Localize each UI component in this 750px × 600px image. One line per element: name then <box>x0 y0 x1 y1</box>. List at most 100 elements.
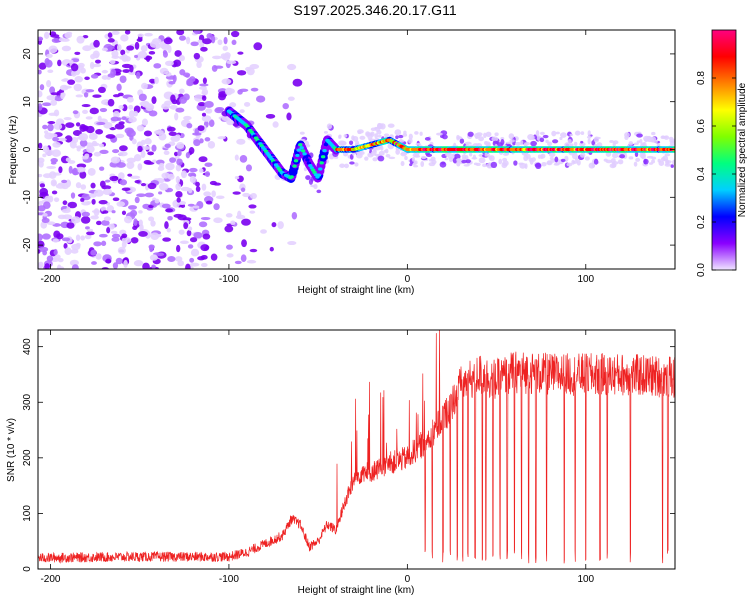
spectrogram-cell <box>124 56 131 62</box>
spectrogram-cell <box>123 259 128 268</box>
spectrogram-cell <box>180 186 191 192</box>
x-tick-label: -200 <box>40 574 60 585</box>
spectrogram-cell <box>181 171 186 178</box>
spectrogram-cell <box>141 82 148 90</box>
spectrogram-cell <box>154 198 160 204</box>
spectrogram-cell <box>101 219 110 226</box>
y-tick-label: 10 <box>22 96 33 108</box>
spectrogram-cell <box>86 228 94 232</box>
spectrogram-cell <box>144 192 154 198</box>
spectrogram-cell <box>579 152 586 158</box>
spectrogram-cell <box>408 138 413 144</box>
spectrogram-cell <box>553 163 560 166</box>
spectrogram-cell <box>485 131 492 138</box>
spectrogram-cell <box>200 46 208 52</box>
spectrogram-cell <box>95 129 104 135</box>
spectrogram-cell <box>400 161 405 167</box>
spectrogram-cell <box>115 257 123 265</box>
spectrogram-cell <box>569 143 574 147</box>
spectrogram-cell <box>137 145 143 153</box>
spectrogram-cell <box>42 102 52 107</box>
spectrogram-cell <box>174 112 179 121</box>
spectrogram-cell <box>109 59 116 65</box>
spectrogram-cell <box>81 211 91 217</box>
spectrogram-cell <box>137 163 143 171</box>
spectrogram-cell <box>636 133 643 138</box>
spectrogram-cell <box>38 36 44 42</box>
spectrogram-cell <box>239 154 248 163</box>
spectrogram-cell <box>150 220 156 227</box>
spectrogram-cell <box>188 226 193 231</box>
spectrogram-cell <box>42 145 50 153</box>
spectrogram-cell <box>349 161 355 165</box>
spectrogram-cell <box>70 216 81 224</box>
spectrogram-cell <box>178 55 185 62</box>
spectrogram-cell <box>173 151 179 157</box>
spectrogram-cell <box>665 158 669 166</box>
spectrogram-cell <box>225 213 233 218</box>
spectrogram-cell <box>163 150 170 156</box>
spectrogram-cell <box>61 185 69 190</box>
spectrogram-cell <box>105 134 116 139</box>
spectrogram-cell <box>64 247 72 255</box>
spectrogram-cell <box>505 141 513 145</box>
spectrogram-cell <box>185 151 191 159</box>
spectrogram-cell <box>99 180 106 188</box>
spectrogram-cell <box>648 162 654 165</box>
spectrogram-cell <box>165 208 174 213</box>
y-tick-label: 100 <box>22 505 33 522</box>
spectrogram-cell <box>141 100 150 108</box>
spectrogram-cell <box>286 63 297 71</box>
spectrogram-cell <box>204 137 211 142</box>
spectrogram-cell <box>142 203 151 210</box>
spectrogram-cell <box>664 153 671 157</box>
spectrogram-cell <box>164 221 169 230</box>
spectrogram-cell <box>178 35 186 41</box>
y-tick-label: 0 <box>22 146 33 152</box>
spectrogram-cell <box>148 244 155 250</box>
spectrogram-cell <box>194 94 204 102</box>
spectrogram-cell <box>109 223 115 230</box>
spectrogram-cell <box>138 93 147 102</box>
spectrogram-cell <box>178 229 185 235</box>
spectrogram-cell <box>128 104 134 110</box>
spectrogram-cell <box>202 233 211 240</box>
spectrogram-cell <box>234 154 239 161</box>
spectrogram-cell <box>82 45 92 52</box>
spectrogram-cell <box>61 179 68 184</box>
spectrogram-cell <box>101 240 107 247</box>
spectrogram-cell <box>360 151 365 155</box>
spectrogram-cell <box>641 151 646 156</box>
spectrogram-cell <box>138 210 143 214</box>
spectrogram-cell <box>188 187 193 194</box>
spectrogram-cell <box>151 144 157 152</box>
spectrogram-cell <box>186 36 191 45</box>
spectrogram-cell <box>523 142 528 147</box>
spectrogram-cell <box>240 254 247 262</box>
spectrogram-cell <box>72 110 79 115</box>
spectrogram-cell <box>624 135 629 140</box>
ridge-core <box>293 159 299 163</box>
spectrogram-cell <box>85 89 95 93</box>
spectrogram-cell <box>79 139 88 147</box>
spectrogram-cell <box>71 69 77 77</box>
spectrogram-cell <box>69 140 77 149</box>
snr-series-line <box>38 330 675 564</box>
spectrogram-cell <box>178 88 185 94</box>
spectrogram-cell <box>415 142 422 146</box>
spectrogram-cell <box>515 141 522 146</box>
spectrogram-cell <box>145 55 151 62</box>
spectrogram-cell <box>535 130 540 137</box>
spectrogram-cell <box>101 75 109 80</box>
spectrogram-cell <box>213 217 223 224</box>
spectrogram-cell <box>147 182 157 190</box>
spectrogram-cell <box>73 83 83 92</box>
spectrogram-cell <box>51 190 58 195</box>
spectrogram-cell <box>47 121 56 125</box>
spectrogram-cell <box>605 159 612 164</box>
spectrogram-cell <box>176 158 183 166</box>
spectrogram-cell <box>114 123 125 130</box>
spectrogram-cell <box>199 83 209 87</box>
spectrogram-cell <box>84 76 90 81</box>
